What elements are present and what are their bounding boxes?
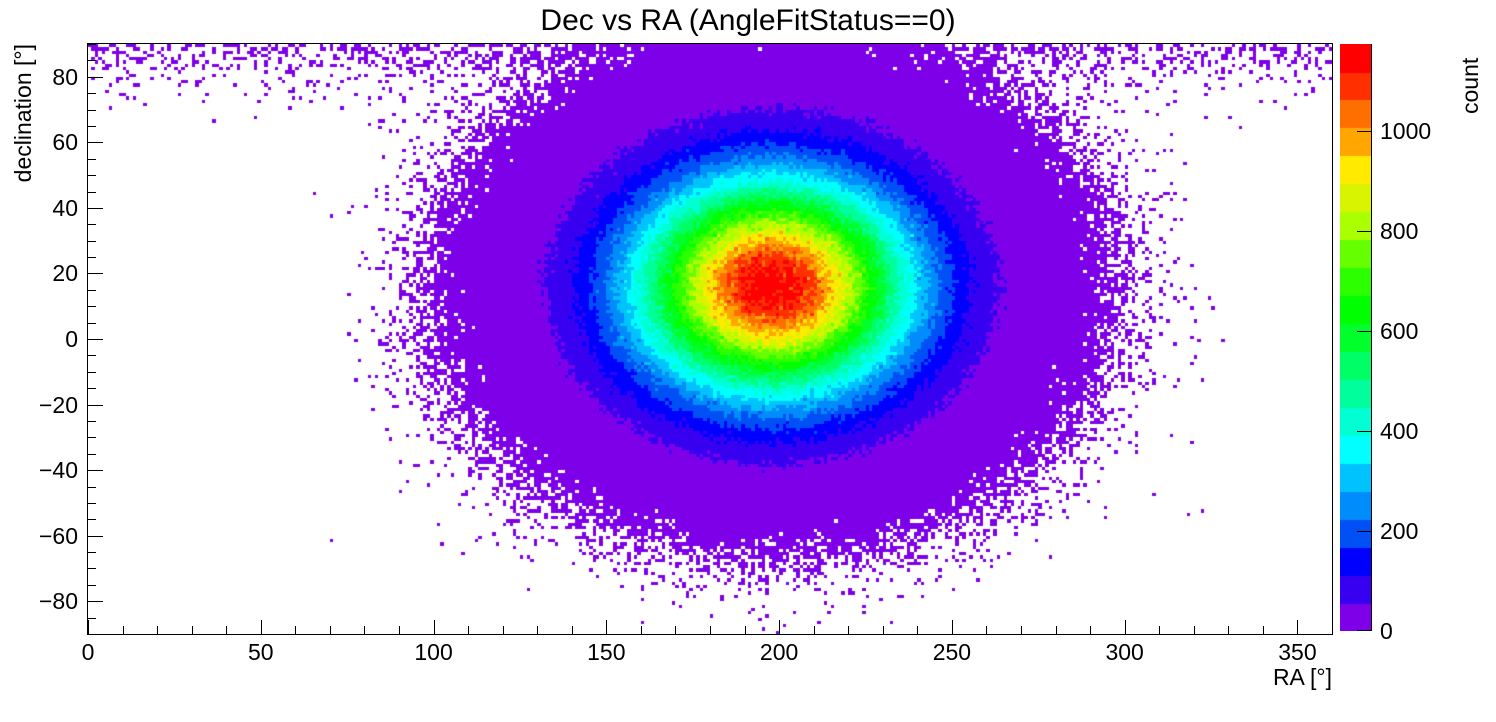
y-tick-label: 40	[52, 194, 78, 221]
chart-title: Dec vs RA (AngleFitStatus==0)	[540, 4, 956, 37]
x-tick-label: 200	[759, 639, 799, 665]
colorbar-tick-label: 600	[1380, 318, 1419, 344]
colorbar-title: count	[1457, 57, 1483, 114]
y-axis-title: declination [°]	[10, 44, 36, 183]
x-tick-label: 250	[932, 639, 972, 665]
x-tick-label: 50	[247, 639, 274, 665]
colorbar-tick-label: 200	[1380, 518, 1419, 544]
y-tick-label: 80	[52, 63, 78, 90]
histogram-canvas	[88, 44, 1332, 634]
colorbar-ticks	[1357, 44, 1372, 631]
y-tick-label: −20	[38, 391, 78, 418]
colorbar-tick-labels: 0 200 400 600 800 1000	[1380, 0, 1490, 722]
colorbar-tick-label: 1000	[1380, 118, 1432, 144]
x-tick-label: 100	[414, 639, 453, 665]
y-axis-tick-labels: 80 60 40 20 0 −20 −40 −60 −80	[0, 0, 78, 722]
colorbar-canvas	[1340, 44, 1371, 631]
x-axis-title: RA [°]	[1272, 664, 1332, 690]
y-tick-label: −60	[38, 522, 78, 549]
axis-ticks	[88, 44, 1298, 634]
colorbar-tick-label: 400	[1380, 418, 1419, 444]
plot-frame	[87, 43, 1333, 635]
y-tick-label: 60	[52, 129, 78, 156]
x-tick-label: 150	[587, 639, 626, 665]
x-tick-label: 300	[1105, 639, 1144, 665]
y-tick-label: 0	[65, 326, 78, 352]
colorbar-tick-label: 800	[1380, 218, 1419, 244]
y-tick-label: −80	[38, 588, 78, 615]
y-tick-label: 20	[52, 260, 78, 287]
colorbar	[1340, 44, 1372, 631]
colorbar-tick-label: 0	[1380, 618, 1393, 644]
x-tick-label: 0	[81, 639, 95, 665]
y-tick-label: −40	[38, 457, 78, 484]
x-tick-label: 350	[1278, 639, 1317, 665]
